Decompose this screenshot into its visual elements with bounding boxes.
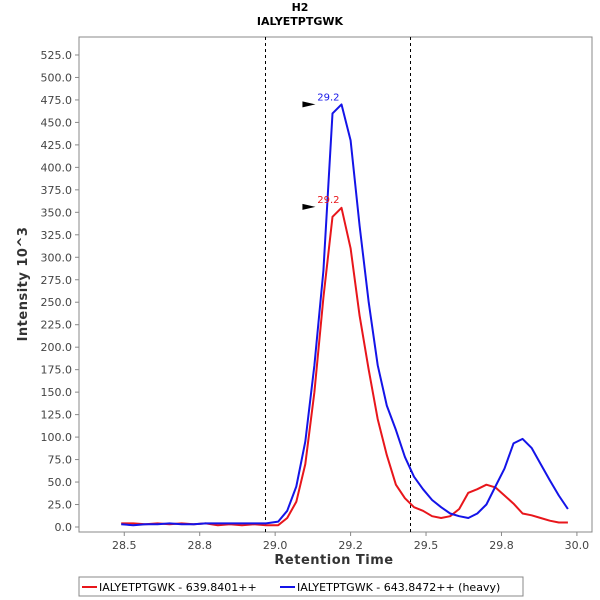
chart-title: H2: [292, 1, 309, 14]
y-tick-label: 75.0: [48, 454, 73, 467]
series-line-1: [121, 103, 569, 527]
legend: IALYETPTGWK - 639.8401++ IALYETPTGWK - 64…: [78, 576, 524, 597]
y-tick-label: 350.0: [41, 206, 73, 219]
y-tick-label: 175.0: [41, 364, 73, 377]
peak-arrow: [302, 203, 316, 210]
x-tick-label: 29.5: [414, 539, 439, 552]
legend-label-1: IALYETPTGWK - 643.8472++ (heavy): [297, 581, 500, 594]
y-tick-label: 400.0: [41, 161, 73, 174]
y-tick-label: 525.0: [41, 49, 73, 62]
y-tick-label: 475.0: [41, 94, 73, 107]
y-tick-label: 425.0: [41, 139, 73, 152]
peak-arrow: [302, 101, 316, 108]
y-tick-label: 450.0: [41, 116, 73, 129]
x-tick-label: 28.8: [187, 539, 212, 552]
y-axis: 0.0 25.0 50.0 75.0 100.0 125.0 150.0 175.0 200.0…: [41, 49, 79, 534]
x-tick-label: 29.0: [263, 539, 288, 552]
y-tick-label: 150.0: [41, 386, 73, 399]
series-lines: [121, 103, 569, 527]
peak-label: 29.2: [317, 92, 339, 103]
legend-label-0: IALYETPTGWK - 639.8401++: [99, 581, 257, 594]
x-axis-label: Retention Time: [274, 553, 393, 568]
y-tick-label: 200.0: [41, 341, 73, 354]
y-tick-label: 375.0: [41, 184, 73, 197]
retention-window-lines: [265, 37, 411, 532]
y-tick-label: 125.0: [41, 409, 73, 422]
peak-markers: 29.2 29.2: [302, 92, 340, 210]
x-tick-label: 29.2: [338, 539, 363, 552]
y-tick-label: 275.0: [41, 274, 73, 287]
y-tick-label: 325.0: [41, 229, 73, 242]
peak-label: 29.2: [317, 195, 339, 206]
x-tick-label: 30.0: [565, 539, 590, 552]
chart-subtitle: IALYETPTGWK: [257, 15, 344, 28]
y-tick-label: 25.0: [48, 499, 73, 512]
y-tick-label: 50.0: [48, 476, 73, 489]
legend-box: [78, 576, 524, 597]
x-tick-label: 28.5: [112, 539, 137, 552]
y-tick-label: 500.0: [41, 71, 73, 84]
y-tick-label: 250.0: [41, 296, 73, 309]
y-axis-label: Intensity 10^3: [16, 227, 31, 342]
plot-area: [78, 36, 593, 533]
y-tick-label: 300.0: [41, 251, 73, 264]
y-tick-label: 225.0: [41, 319, 73, 332]
x-axis: 28.5 28.8 29.0 29.2 29.5 29.8 30.0: [112, 532, 589, 552]
x-tick-label: 29.8: [489, 539, 514, 552]
y-tick-label: 100.0: [41, 431, 73, 444]
y-tick-label: 0.0: [55, 521, 73, 534]
